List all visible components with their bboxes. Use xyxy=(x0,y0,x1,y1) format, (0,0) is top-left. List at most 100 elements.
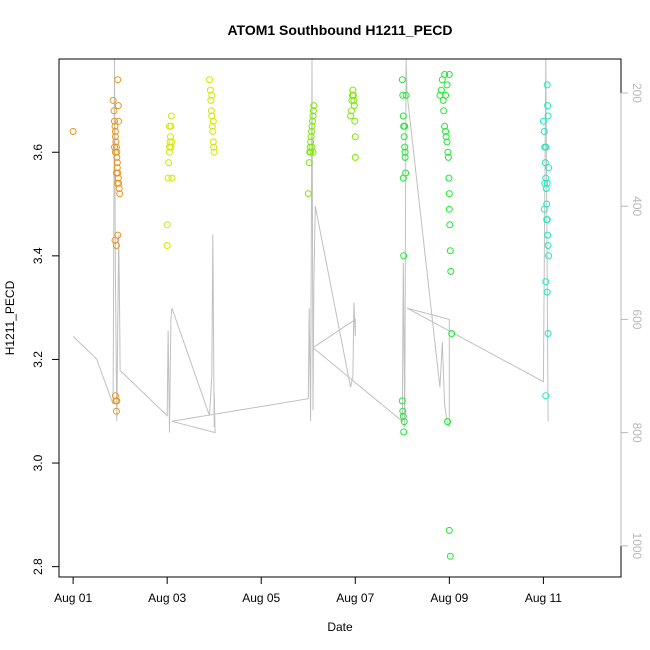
data-point-series-1-20 xyxy=(209,128,217,135)
data-point-series-0-24 xyxy=(113,179,121,187)
x-axis: Aug 01 Aug 03 Aug 05 Aug 07 Aug 09 Aug 11 xyxy=(54,576,562,605)
data-point-series-3-30 xyxy=(445,190,453,198)
data-point-series-3-27 xyxy=(444,148,452,156)
data-point-series-0-12 xyxy=(113,164,121,172)
data-point-series-3-10 xyxy=(401,122,409,130)
data-point-series-3-33 xyxy=(446,247,454,255)
data-point-series-1-0 xyxy=(163,242,171,249)
data-point-series-0-25 xyxy=(111,236,119,244)
data-point-series-4-5 xyxy=(542,185,550,192)
data-point-series-1-24 xyxy=(208,91,216,99)
data-point-series-1-15 xyxy=(206,86,214,94)
data-point-series-4-17 xyxy=(542,392,550,400)
data-point-series-3-1 xyxy=(399,91,407,99)
data-point-series-4-8 xyxy=(544,231,552,239)
data-point-series-1-19 xyxy=(208,122,216,130)
data-point-series-0-17 xyxy=(116,190,124,198)
data-point-series-0-4 xyxy=(111,122,119,130)
data-point-series-1-22 xyxy=(210,143,218,151)
data-point-series-0-27 xyxy=(114,231,122,239)
data-point-series-0-5 xyxy=(111,128,119,135)
data-point-series-3-9 xyxy=(400,252,408,260)
data-point-series-3-14 xyxy=(399,407,407,415)
y-tick-label-4: 3.6 xyxy=(31,144,45,161)
data-point-series-4-13 xyxy=(540,205,548,213)
data-point-series-0-18 xyxy=(111,148,119,156)
data-point-series-0-3 xyxy=(111,117,118,125)
data-point-series-0-19 xyxy=(112,169,120,177)
data-point-series-2-24 xyxy=(351,133,359,141)
data-point-series-4-21 xyxy=(541,179,549,187)
data-point-series-1-17 xyxy=(207,107,215,115)
data-point-series-2-14 xyxy=(309,148,317,156)
data-point-series-4-12 xyxy=(543,179,551,187)
data-point-series-3-13 xyxy=(398,397,406,405)
data-point-series-4-3 xyxy=(541,159,549,167)
points-layer xyxy=(69,71,553,560)
data-point-series-3-4 xyxy=(400,133,408,141)
data-point-series-3-25 xyxy=(442,133,450,141)
data-point-series-4-9 xyxy=(544,242,552,249)
data-point-series-2-6 xyxy=(308,128,315,135)
data-point-series-0-20 xyxy=(114,76,122,84)
data-point-series-0-10 xyxy=(113,153,121,161)
data-point-series-1-23 xyxy=(210,148,218,156)
data-point-series-0-28 xyxy=(111,392,119,400)
secondary-y-axis: 200 400 600 800 1000 xyxy=(620,83,644,560)
data-point-series-4-22 xyxy=(543,216,551,224)
data-point-series-1-9 xyxy=(167,112,175,120)
data-point-series-2-25 xyxy=(351,153,359,161)
data-point-series-4-18 xyxy=(543,81,551,89)
data-point-series-2-16 xyxy=(348,107,355,115)
y-tick-label-3: 3.4 xyxy=(31,247,45,264)
data-point-series-3-15 xyxy=(399,412,407,420)
data-point-series-1-3 xyxy=(165,159,173,167)
x-tick-label-1: Aug 03 xyxy=(148,591,186,605)
data-point-series-3-32 xyxy=(446,221,454,229)
data-point-series-0-11 xyxy=(113,159,121,167)
data-point-series-3-11 xyxy=(401,148,409,156)
data-point-series-3-34 xyxy=(447,267,455,275)
data-point-series-3-29 xyxy=(445,174,453,182)
x-tick-label-0: Aug 01 xyxy=(54,591,92,605)
data-point-series-3-24 xyxy=(442,128,450,135)
data-point-series-0-8 xyxy=(112,143,120,151)
data-point-series-4-1 xyxy=(540,128,548,135)
y-tick-label-0: 2.8 xyxy=(31,558,45,575)
data-point-series-2-3 xyxy=(306,143,314,151)
data-point-series-3-26 xyxy=(443,138,451,146)
data-point-series-2-9 xyxy=(309,112,317,120)
data-point-series-3-17 xyxy=(400,428,408,436)
data-point-series-3-16 xyxy=(400,418,408,426)
data-point-series-0-22 xyxy=(115,117,123,125)
data-point-series-1-10 xyxy=(168,174,176,182)
data-point-series-3-19 xyxy=(437,86,445,94)
data-point-series-3-37 xyxy=(445,526,453,534)
data-point-series-4-23 xyxy=(545,164,553,172)
data-point-series-1-13 xyxy=(167,143,175,151)
data-point-series-3-12 xyxy=(402,91,410,99)
data-point-series-3-35 xyxy=(448,330,456,337)
data-point-series-3-6 xyxy=(401,153,409,161)
data-point-series-1-6 xyxy=(166,138,174,146)
data-point-series-1-2 xyxy=(164,174,172,182)
data-point-series-2-7 xyxy=(308,122,316,130)
x-tick-label-5: Aug 11 xyxy=(525,591,562,605)
data-point-series-1-1 xyxy=(163,221,171,229)
data-point-series-3-2 xyxy=(399,112,407,120)
data-point-series-4-19 xyxy=(544,102,552,110)
data-point-series-4-10 xyxy=(545,252,553,260)
data-point-series-3-42 xyxy=(442,91,450,99)
data-point-series-2-19 xyxy=(349,86,357,94)
data-point-series-1-21 xyxy=(209,138,217,146)
data-point-series-1-16 xyxy=(207,96,215,104)
data-point-series-1-12 xyxy=(166,122,173,130)
data-point-series-0-30 xyxy=(112,407,120,415)
data-point-series-2-0 xyxy=(304,190,312,198)
data-point-series-3-28 xyxy=(444,153,452,161)
data-point-series-3-41 xyxy=(445,71,453,78)
data-point-series-4-4 xyxy=(542,174,550,182)
data-point-series-4-20 xyxy=(544,112,552,120)
y-axis: 2.8 3.0 3.2 3.4 3.6 xyxy=(31,144,60,575)
x-tick-label-4: Aug 09 xyxy=(430,591,468,605)
